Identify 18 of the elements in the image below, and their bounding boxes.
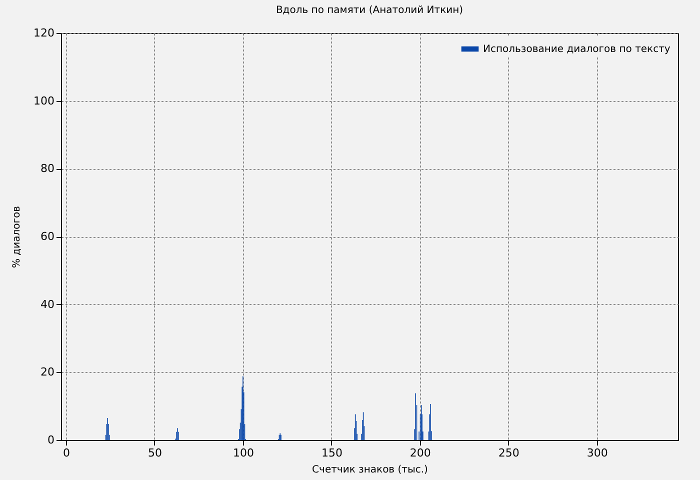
chart-title: Вдоль по памяти (Анатолий Иткин) bbox=[276, 5, 464, 16]
y-tick-label: 20 bbox=[40, 366, 54, 379]
x-tick-label: 100 bbox=[232, 446, 254, 460]
x-tick-label: 0 bbox=[63, 446, 70, 460]
y-tick-label: 80 bbox=[40, 162, 54, 176]
x-tick-label: 300 bbox=[586, 446, 608, 460]
y-axis-title: % диалогов bbox=[12, 206, 23, 268]
y-tick-label: 60 bbox=[40, 230, 54, 243]
y-tick-label: 120 bbox=[34, 26, 54, 40]
x-tick-label: 200 bbox=[410, 446, 431, 460]
x-tick-label: 150 bbox=[321, 446, 342, 460]
x-axis-title: Счетчик знаков (тыс.) bbox=[312, 464, 428, 476]
y-tick-label: 0 bbox=[48, 434, 54, 446]
y-tick-label: 100 bbox=[34, 94, 54, 108]
y-tick-label: 40 bbox=[40, 298, 54, 311]
x-tick-label: 50 bbox=[148, 446, 162, 460]
x-tick-label: 250 bbox=[498, 446, 520, 460]
legend-label: Использование диалогов по тексту bbox=[483, 44, 670, 55]
